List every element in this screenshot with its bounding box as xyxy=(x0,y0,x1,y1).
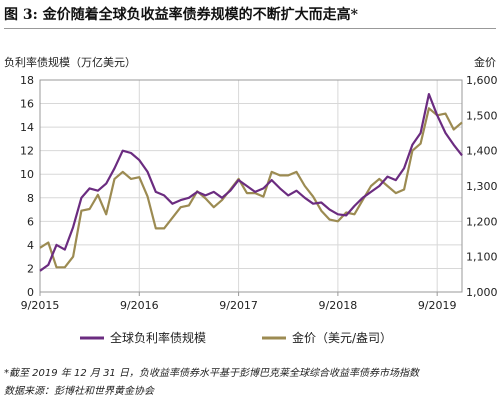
right-axis-label: 金价 xyxy=(474,55,496,69)
legend-label: 全球负利率债规模 xyxy=(110,330,206,345)
legend: 全球负利率债规模 金价（美元/盎司） xyxy=(80,330,392,345)
left-tick-label: 16 xyxy=(20,98,34,111)
plot-frame xyxy=(39,79,463,293)
source-note: 数据来源：彭博社和世界黄金协会 xyxy=(4,386,154,397)
right-tick-label: 1,400 xyxy=(466,145,498,158)
left-tick-label: 6 xyxy=(27,215,34,228)
right-tick-label: 1,200 xyxy=(466,215,498,228)
x-tick-label: 9/2017 xyxy=(219,299,258,312)
left-tick-label: 0 xyxy=(27,286,34,299)
right-tick-label: 1,100 xyxy=(466,251,498,264)
x-tick-label: 9/2015 xyxy=(21,299,60,312)
left-tick-label: 8 xyxy=(27,192,34,205)
footnote: *截至 2019 年 12 月 31 日，负收益率债券水平基于彭博巴克莱全球综合… xyxy=(4,368,419,379)
gold-price-line xyxy=(39,107,463,269)
chart-title: 图 3: 金价随着全球负收益率债券规模的不断扩大而走高* xyxy=(4,7,358,23)
x-tick-label: 9/2016 xyxy=(120,299,159,312)
x-tick-label: 9/2019 xyxy=(418,299,457,312)
right-tick-label: 1,600 xyxy=(466,74,498,87)
series-lines xyxy=(39,92,463,272)
left-tick-label: 18 xyxy=(20,74,34,87)
left-tick-label: 14 xyxy=(20,121,34,134)
left-tick-label: 12 xyxy=(20,145,34,158)
negative-yield-debt-line xyxy=(39,92,463,272)
x-tick-label: 9/2018 xyxy=(319,299,358,312)
title-divider xyxy=(4,28,496,29)
left-tick-label: 4 xyxy=(27,239,34,252)
right-tick-label: 1,500 xyxy=(466,109,498,122)
right-tick-label: 1,300 xyxy=(466,180,498,193)
axes: 0 2 4 6 8 10 12 14 16 18 1,000 1,100 1,200 1,300 1,400… xyxy=(4,55,498,312)
left-axis-label: 负利率债规模（万亿美元） xyxy=(4,55,136,69)
right-tick-label: 1,000 xyxy=(466,286,498,299)
left-tick-label: 10 xyxy=(20,168,34,181)
left-tick-label: 2 xyxy=(27,262,34,275)
legend-label: 金价（美元/盎司） xyxy=(292,330,392,345)
